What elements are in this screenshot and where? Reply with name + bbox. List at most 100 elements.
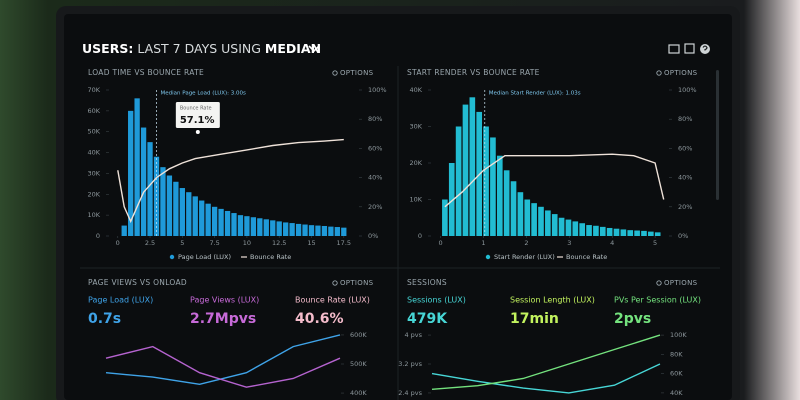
line-series — [117, 138, 344, 224]
y2-tick-label: 60% — [678, 144, 692, 152]
x-tick-label: 2 — [524, 239, 528, 247]
header-title: USERS: LAST 7 DAYS USING MEDIAN — [82, 41, 321, 56]
line-series — [431, 363, 661, 394]
y2-tick-label: 20% — [678, 203, 692, 211]
panel-title: PAGE VIEWS VS ONLOAD — [88, 278, 187, 287]
y2-tick-label: 60K — [670, 370, 683, 378]
bar — [302, 224, 308, 236]
bar — [503, 170, 510, 236]
x-tick-label: 7.5 — [209, 239, 219, 247]
tooltip-point — [195, 130, 200, 134]
y2-tick-label: 20% — [368, 203, 382, 211]
bar — [586, 225, 592, 236]
bar — [295, 223, 302, 236]
y2-tick-label: 40% — [678, 174, 692, 182]
options-button[interactable]: OPTIONS — [340, 279, 374, 287]
bar — [496, 155, 503, 236]
bar — [634, 230, 640, 236]
bar — [654, 232, 661, 236]
title-using: USING — [221, 41, 261, 56]
bar — [538, 206, 544, 236]
dropdown-chevron[interactable] — [308, 45, 320, 53]
bar — [648, 231, 654, 236]
legend-label: Bounce Rate — [566, 253, 607, 261]
tooltip-label: Bounce Rate — [180, 106, 212, 112]
options-icon — [332, 70, 338, 76]
y-tick-label: 30K — [409, 123, 422, 131]
bar — [153, 156, 160, 236]
metric-label: Bounce Rate (LUX) — [295, 296, 370, 305]
bar — [211, 206, 218, 236]
y-tick-label: 40K — [87, 149, 100, 157]
bar — [531, 203, 537, 236]
y-tick-label: 3.2 pvs — [398, 360, 422, 368]
bar — [315, 225, 321, 236]
panel-title: SESSIONS — [407, 278, 447, 287]
bar — [321, 225, 328, 236]
bar — [205, 203, 211, 236]
title-prefix: USERS: — [82, 41, 133, 56]
x-tick-label: 10 — [243, 239, 251, 247]
bar — [186, 192, 192, 236]
tooltip-box — [175, 102, 220, 128]
bar — [283, 222, 289, 236]
bar — [134, 98, 140, 236]
x-tick-label: 15 — [307, 239, 315, 247]
bar — [224, 210, 231, 236]
y-tick-label: 4 pvs — [404, 331, 422, 339]
bar — [448, 163, 455, 236]
legend-label: Bounce Rate — [250, 253, 291, 261]
bar — [160, 167, 166, 236]
y2-tick-label: 0% — [678, 232, 688, 240]
options-icon — [656, 280, 662, 286]
legend-label: Start Render (LUX) — [494, 253, 555, 261]
title-stat[interactable]: MEDIAN — [265, 41, 321, 56]
y-tick-label: 10K — [409, 196, 422, 204]
y-tick-label: 30K — [87, 169, 100, 177]
scrollbar — [716, 70, 719, 200]
bar — [250, 217, 257, 236]
y-tick-label: 0 — [96, 232, 100, 240]
bar — [572, 221, 579, 236]
y2-tick-label: 80% — [678, 115, 692, 123]
bar — [469, 97, 476, 236]
options-button[interactable]: OPTIONS — [664, 279, 698, 287]
bar — [276, 221, 282, 236]
options-button[interactable]: OPTIONS — [664, 69, 698, 77]
bar — [599, 226, 606, 236]
y2-tick-label: 80K — [670, 350, 683, 358]
y-tick-label: 2.4 pvs — [398, 389, 422, 397]
line-series — [431, 334, 661, 390]
x-tick-label: 5 — [180, 239, 184, 247]
bar — [442, 199, 448, 236]
icon-help-glyph — [702, 45, 708, 51]
bar — [308, 225, 315, 236]
metric-label: PVs Per Session (LUX) — [614, 296, 701, 305]
y2-tick-label: 80% — [368, 115, 382, 123]
y-tick-label: 20K — [409, 159, 422, 167]
bar — [606, 227, 613, 236]
x-tick-label: 2.5 — [145, 239, 155, 247]
metric-label: Page Load (LUX) — [88, 296, 153, 305]
x-tick-label: 17.5 — [337, 239, 351, 247]
y2-tick-label: 100K — [670, 331, 687, 339]
bar — [179, 188, 185, 236]
bar — [218, 208, 224, 236]
icon-image[interactable] — [684, 43, 695, 54]
bar — [490, 137, 496, 236]
bar — [166, 175, 173, 236]
legend-swatch — [485, 254, 491, 260]
metric-value: 17min — [510, 311, 559, 327]
bar — [593, 225, 599, 236]
y-tick-label: 0 — [418, 232, 422, 240]
icon-screen[interactable] — [668, 44, 680, 54]
bar — [147, 142, 153, 236]
title-range[interactable]: LAST 7 DAYS — [137, 41, 217, 56]
line-series — [444, 153, 665, 208]
y-tick-label: 40K — [409, 86, 422, 94]
y-tick-label: 60K — [87, 107, 100, 115]
bar — [565, 219, 572, 236]
x-tick-label: 0 — [439, 239, 443, 247]
options-button[interactable]: OPTIONS — [340, 69, 374, 77]
